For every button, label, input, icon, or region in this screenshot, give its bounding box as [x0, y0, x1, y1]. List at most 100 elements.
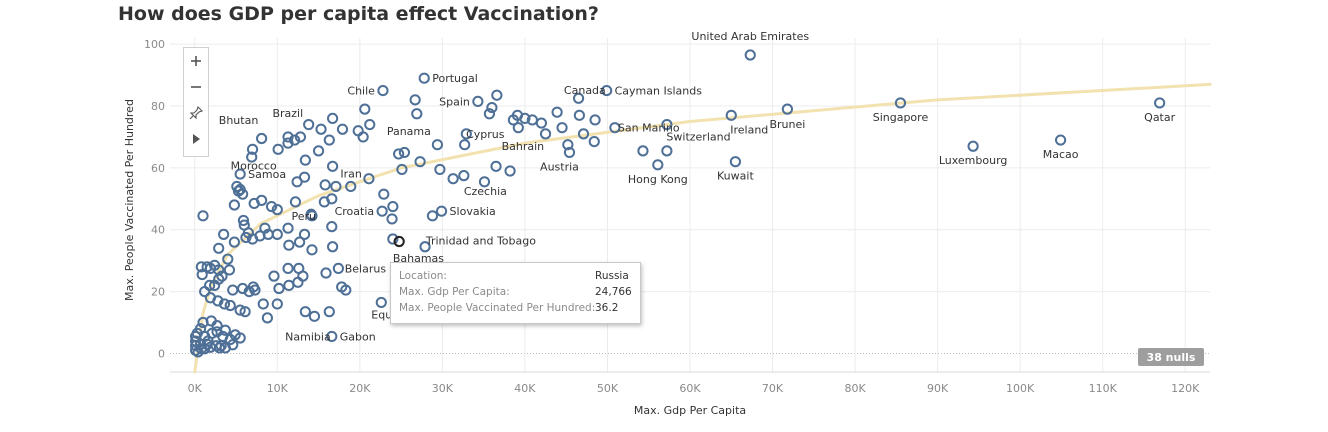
- data-point[interactable]: [601, 84, 613, 97]
- data-point[interactable]: [319, 179, 331, 191]
- data-point[interactable]: [376, 205, 388, 217]
- data-point[interactable]: [227, 284, 239, 296]
- data-point[interactable]: [431, 139, 444, 151]
- data-point[interactable]: [262, 228, 274, 240]
- data-point[interactable]: [228, 199, 240, 211]
- data-point[interactable]: [265, 200, 278, 213]
- data-point[interactable]: [298, 228, 311, 240]
- data-point[interactable]: [247, 281, 259, 293]
- data-point[interactable]: [271, 204, 283, 216]
- data-point[interactable]: [211, 326, 223, 338]
- data-point[interactable]: [1154, 97, 1166, 109]
- data-point[interactable]: [195, 261, 207, 273]
- data-point[interactable]: [238, 219, 250, 231]
- data-point[interactable]: [299, 154, 311, 166]
- data-point[interactable]: [1055, 134, 1067, 146]
- data-point[interactable]: [261, 312, 273, 324]
- data-point[interactable]: [326, 221, 338, 233]
- data-point[interactable]: [491, 89, 503, 101]
- data-point[interactable]: [234, 168, 246, 180]
- data-point[interactable]: [272, 143, 284, 155]
- data-point[interactable]: [297, 270, 309, 282]
- data-point[interactable]: [211, 320, 223, 332]
- data-point[interactable]: [387, 200, 399, 213]
- data-point[interactable]: [234, 304, 246, 316]
- data-point[interactable]: [375, 296, 387, 309]
- data-point[interactable]: [434, 163, 446, 176]
- data-point[interactable]: [563, 146, 576, 159]
- data-point[interactable]: [223, 264, 236, 276]
- data-point[interactable]: [396, 163, 408, 176]
- data-point[interactable]: [512, 122, 524, 134]
- data-point[interactable]: [282, 137, 294, 149]
- data-point[interactable]: [283, 279, 295, 292]
- data-point[interactable]: [387, 233, 399, 245]
- data-point[interactable]: [294, 131, 307, 143]
- data-point[interactable]: [573, 109, 585, 121]
- data-point[interactable]: [213, 242, 225, 254]
- data-point[interactable]: [237, 214, 250, 227]
- selected-point[interactable]: [393, 235, 405, 248]
- data-point[interactable]: [326, 193, 338, 205]
- data-point[interactable]: [246, 143, 259, 155]
- data-point[interactable]: [330, 180, 342, 193]
- data-point[interactable]: [556, 122, 568, 134]
- data-point[interactable]: [652, 159, 664, 171]
- data-point[interactable]: [202, 335, 214, 347]
- data-point[interactable]: [239, 306, 251, 318]
- data-point[interactable]: [364, 118, 376, 131]
- data-point[interactable]: [227, 339, 239, 351]
- data-point[interactable]: [323, 134, 335, 146]
- data-point[interactable]: [458, 170, 470, 182]
- data-point[interactable]: [326, 330, 338, 343]
- data-point[interactable]: [414, 156, 426, 168]
- data-point[interactable]: [661, 118, 673, 131]
- data-point[interactable]: [256, 194, 268, 206]
- data-point[interactable]: [486, 101, 498, 114]
- data-point[interactable]: [447, 173, 459, 185]
- zoom-out-icon[interactable]: [184, 74, 208, 100]
- data-point[interactable]: [637, 145, 649, 157]
- data-point[interactable]: [478, 176, 491, 188]
- data-point[interactable]: [490, 160, 502, 172]
- data-point[interactable]: [282, 131, 294, 143]
- data-point[interactable]: [197, 210, 209, 222]
- data-point[interactable]: [273, 282, 285, 295]
- data-point[interactable]: [359, 103, 371, 115]
- data-point[interactable]: [507, 114, 519, 126]
- data-point[interactable]: [299, 306, 311, 318]
- data-point[interactable]: [283, 239, 295, 251]
- data-point[interactable]: [377, 84, 389, 97]
- data-point[interactable]: [661, 145, 673, 157]
- data-point[interactable]: [197, 316, 209, 329]
- data-point[interactable]: [289, 196, 302, 208]
- data-point[interactable]: [483, 108, 496, 120]
- data-point[interactable]: [256, 132, 268, 145]
- data-point[interactable]: [539, 128, 552, 140]
- data-point[interactable]: [293, 236, 306, 248]
- data-point[interactable]: [224, 299, 236, 312]
- data-point[interactable]: [398, 146, 411, 159]
- zoom-in-icon[interactable]: [184, 48, 208, 74]
- data-point[interactable]: [781, 103, 793, 115]
- data-point[interactable]: [218, 298, 231, 310]
- data-point[interactable]: [282, 262, 294, 274]
- data-point[interactable]: [292, 276, 304, 288]
- data-point[interactable]: [418, 72, 430, 84]
- data-point[interactable]: [234, 183, 246, 196]
- data-point[interactable]: [352, 125, 364, 137]
- data-point[interactable]: [327, 241, 339, 253]
- data-point[interactable]: [609, 122, 621, 134]
- data-point[interactable]: [246, 151, 258, 163]
- data-point[interactable]: [320, 267, 332, 279]
- data-point[interactable]: [228, 236, 240, 248]
- data-point[interactable]: [327, 160, 339, 172]
- data-point[interactable]: [204, 292, 217, 304]
- nulls-badge[interactable]: 38 nulls: [1138, 348, 1204, 366]
- data-point[interactable]: [535, 117, 548, 129]
- data-point[interactable]: [305, 208, 317, 220]
- data-point[interactable]: [894, 97, 907, 109]
- data-point[interactable]: [332, 262, 344, 274]
- data-point[interactable]: [744, 49, 756, 61]
